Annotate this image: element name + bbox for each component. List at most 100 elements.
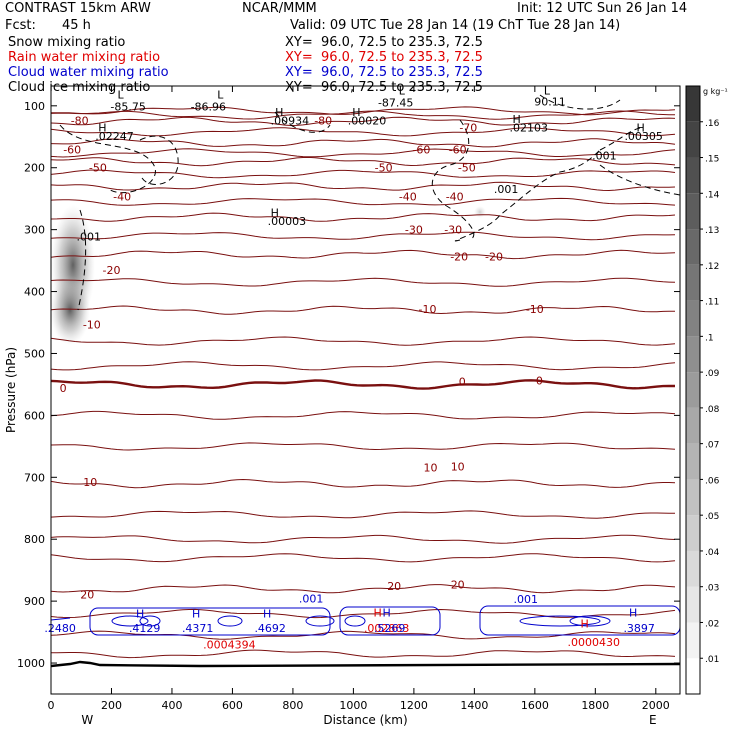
forecast-label: Fcst: — [5, 18, 36, 33]
x-tick-label: 200 — [101, 699, 122, 712]
isotherm-line — [51, 277, 676, 287]
contour-label: 10 — [424, 462, 438, 475]
colorbar-tick-label: .15 — [705, 155, 719, 165]
colorbar-frame — [685, 85, 701, 695]
contour-label: -70 — [459, 122, 477, 135]
cloud-water-contour — [569, 615, 611, 627]
x-axis-label: Distance (km) — [323, 713, 407, 727]
contour-label: .00305 — [624, 130, 663, 143]
colorbar-segment — [686, 336, 700, 373]
contour-label: .00003 — [268, 215, 307, 228]
contour-label: -10 — [526, 303, 544, 316]
cloud-water-contour — [519, 615, 601, 627]
colorbar-segment — [686, 121, 700, 158]
contour-label: H — [629, 607, 637, 620]
colorbar-tick-label: .09 — [705, 369, 720, 379]
cloud-ice-contours — [59, 94, 680, 311]
colorbar-segment — [686, 622, 700, 659]
y-axis-label: Pressure (hPa) — [4, 347, 18, 433]
x-tick-label: 0 — [48, 699, 55, 712]
colorbar-tick-label: .03 — [705, 584, 719, 594]
cloud-ice-contour — [431, 119, 475, 241]
cloud-water-contour — [217, 615, 243, 627]
cloud-ice-contour — [539, 94, 621, 110]
contour-label: -10 — [419, 303, 437, 316]
isotherm-10 — [51, 478, 676, 489]
colorbar-segment — [686, 443, 700, 480]
isotherm--20 — [51, 249, 676, 260]
contour-label: 90.11 — [534, 96, 566, 109]
contour-label: -60 — [63, 143, 81, 156]
contour-label: L — [118, 88, 125, 101]
contour-label: H — [263, 608, 271, 621]
isotherm--30 — [51, 212, 676, 222]
contour-label: H — [373, 607, 381, 620]
colorbar-segment — [686, 193, 700, 230]
contour-label: -87.45 — [378, 96, 413, 109]
colorbar-tick-label: .07 — [705, 441, 719, 451]
contour-label: .00020 — [348, 114, 387, 127]
field-name-rain: Rain water mixing ratio — [8, 50, 161, 65]
cloud-water-contour — [305, 615, 335, 627]
colorbar-segment — [686, 658, 700, 694]
contour-label: -20 — [103, 264, 121, 277]
cloud-ice-contour — [274, 111, 331, 133]
contour-label: .4129 — [129, 622, 161, 635]
colorbar-tick-label: .01 — [705, 655, 719, 665]
isotherm-line — [51, 361, 676, 371]
contour-label: -10 — [83, 319, 101, 332]
contour-label: -30 — [444, 223, 462, 236]
contour-label: -40 — [446, 190, 464, 203]
contour-label: .4371 — [182, 622, 214, 635]
contour-label: 20 — [387, 580, 401, 593]
contour-label: L — [217, 88, 224, 101]
x-tick-label: 400 — [161, 699, 182, 712]
snow-mixing-shading — [51, 205, 486, 345]
contour-label: H — [136, 608, 144, 621]
contour-label: -30 — [405, 223, 423, 236]
colorbar-segment — [686, 407, 700, 444]
colorbar-segment — [686, 479, 700, 516]
cloud-water-contour — [89, 607, 331, 636]
isotherm--50 — [51, 156, 676, 167]
isotherm-0 — [51, 379, 676, 390]
isotherm-line — [51, 169, 676, 179]
contour-label: H — [637, 122, 645, 135]
cloud-water-contour — [111, 615, 149, 627]
contour-label: -50 — [375, 161, 393, 174]
isotherm-line — [51, 197, 676, 206]
field-xy-rain: XY= 96.0, 72.5 to 235.3, 72.5 — [285, 50, 483, 65]
forecast-hour: 45 h — [62, 18, 91, 33]
valid-time: Valid: 09 UTC Tue 28 Jan 14 (19 ChT Tue … — [290, 18, 621, 33]
contour-label: -60 — [449, 143, 467, 156]
contour-label: -80 — [314, 114, 332, 127]
contour-label: -40 — [399, 190, 417, 203]
contour-label: .4692 — [254, 622, 286, 635]
cloud-water-contour — [479, 605, 680, 636]
colorbar-segment — [686, 372, 700, 408]
contour-label: H — [192, 608, 200, 621]
contour-label: .002863 — [364, 622, 410, 635]
colorbar-segment — [686, 300, 700, 337]
colorbar-tick-label: .12 — [705, 262, 719, 272]
colorbar-segment — [686, 586, 700, 623]
y-tick-label: 400 — [24, 286, 45, 299]
y-tick-label: 500 — [24, 347, 45, 360]
contour-label: .3897 — [623, 622, 655, 635]
contour-label: 0 — [536, 374, 543, 387]
cloud-ice-contour — [599, 164, 680, 196]
plot-header: CONTRAST 15km ARW NCAR/MMM Init: 12 UTC … — [0, 0, 740, 100]
contour-label: .001 — [494, 183, 519, 196]
y-tick-label: 600 — [24, 409, 45, 422]
isotherm--40 — [51, 181, 676, 192]
colorbar-segment — [686, 550, 700, 587]
contour-label: 10 — [451, 460, 465, 473]
isotherm-line — [51, 231, 676, 241]
contour-label: L — [544, 85, 551, 98]
cloud-ice-contour — [455, 149, 601, 242]
contour-label: 0 — [60, 382, 67, 395]
contour-label: H — [271, 207, 279, 220]
isotherm-20 — [51, 584, 676, 594]
